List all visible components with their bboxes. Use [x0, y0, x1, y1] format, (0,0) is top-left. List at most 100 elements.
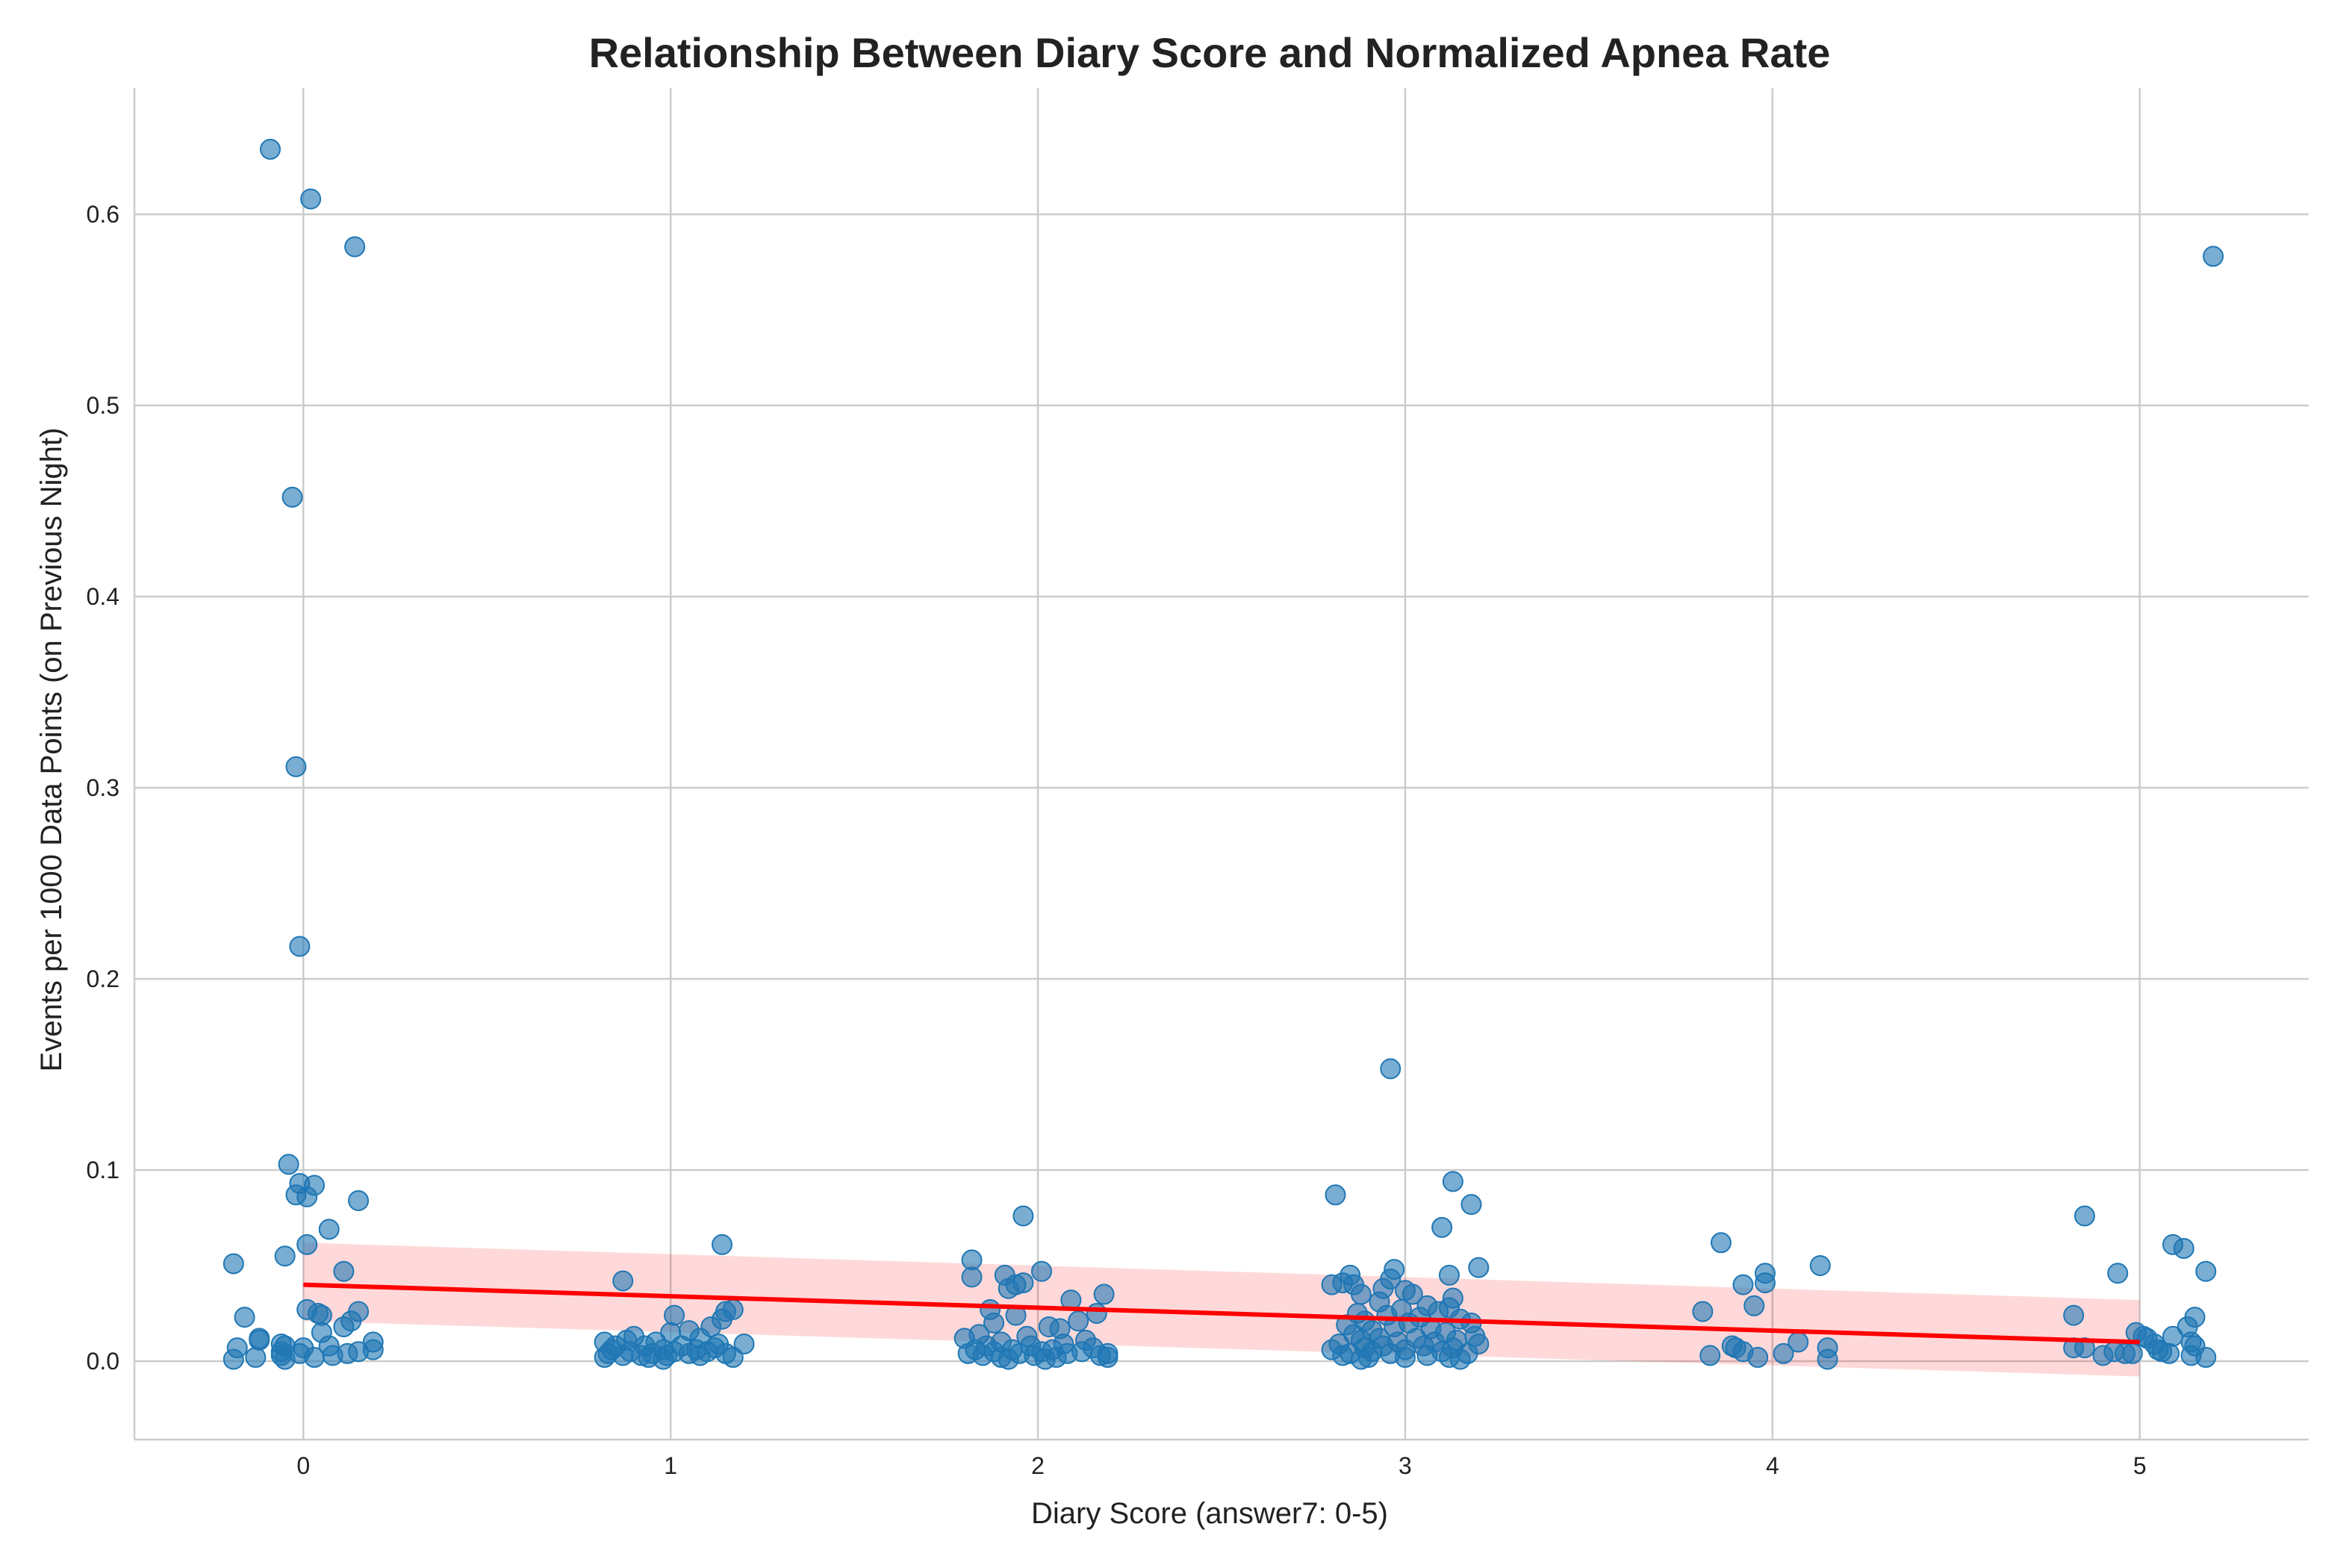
- data-points: [223, 138, 2224, 1370]
- data-point: [612, 1270, 634, 1292]
- data-point: [983, 1312, 1005, 1334]
- data-point: [2159, 1343, 2180, 1364]
- confidence-band: [303, 1242, 2140, 1377]
- data-point: [2195, 1346, 2217, 1368]
- data-point: [1468, 1257, 1490, 1278]
- data-point: [2063, 1304, 2085, 1326]
- x-tick-label: 4: [1766, 1452, 1779, 1479]
- data-point: [1732, 1274, 1754, 1295]
- y-tick-label: 0.4: [87, 583, 119, 610]
- data-point: [1401, 1284, 1423, 1305]
- data-point: [1755, 1272, 1776, 1294]
- data-point: [1817, 1348, 1838, 1370]
- chart-title: Relationship Between Diary Score and Nor…: [589, 29, 1831, 76]
- data-point: [1710, 1232, 1732, 1254]
- grid: [134, 88, 2309, 1440]
- data-point: [223, 1253, 244, 1275]
- x-tick-label: 5: [2133, 1452, 2147, 1479]
- data-point: [348, 1189, 370, 1211]
- data-point: [234, 1307, 255, 1328]
- data-point: [333, 1260, 355, 1282]
- regression-layer: [303, 1282, 2140, 1345]
- data-point: [1416, 1345, 1438, 1366]
- data-point: [278, 1154, 299, 1175]
- data-point: [1093, 1284, 1115, 1305]
- data-point: [689, 1345, 711, 1366]
- data-point: [733, 1333, 755, 1354]
- data-point: [653, 1348, 674, 1370]
- data-point: [344, 236, 366, 258]
- data-point: [1097, 1346, 1119, 1368]
- data-point: [972, 1345, 994, 1366]
- data-point: [594, 1346, 615, 1368]
- data-point: [1431, 1216, 1453, 1238]
- data-point: [1350, 1284, 1372, 1305]
- data-point: [289, 936, 311, 957]
- x-tick-label: 0: [296, 1452, 310, 1479]
- data-point: [304, 1346, 326, 1368]
- data-point: [1086, 1303, 1107, 1325]
- y-axis-label: Events per 1000 Data Points (on Previous…: [35, 428, 68, 1072]
- y-tick-label: 0.2: [87, 965, 119, 992]
- data-point: [1743, 1295, 1765, 1316]
- data-point: [612, 1345, 634, 1366]
- data-point: [2107, 1263, 2129, 1284]
- data-point: [1332, 1345, 1354, 1366]
- data-point: [1068, 1310, 1089, 1332]
- data-point: [260, 138, 281, 160]
- data-point: [2092, 1345, 2114, 1366]
- data-point: [296, 1233, 318, 1255]
- data-point: [274, 1245, 296, 1267]
- data-point: [1030, 1260, 1052, 1282]
- y-tick-label: 0.1: [87, 1157, 119, 1183]
- data-point: [1692, 1301, 1714, 1322]
- data-point: [1012, 1205, 1034, 1227]
- y-tick-label: 0.6: [87, 201, 119, 228]
- data-point: [1394, 1346, 1416, 1368]
- data-point: [245, 1346, 267, 1368]
- data-point: [998, 1348, 1019, 1370]
- data-point: [1773, 1343, 1794, 1364]
- confidence-band-layer: [303, 1242, 2140, 1377]
- data-point: [998, 1278, 1019, 1299]
- data-point: [296, 1186, 318, 1207]
- data-point: [722, 1346, 744, 1368]
- data-point: [274, 1348, 296, 1370]
- data-point: [249, 1329, 270, 1351]
- data-point: [300, 188, 322, 210]
- data-point: [2073, 1337, 2095, 1359]
- axes-spines: [133, 88, 2309, 1441]
- data-point: [2173, 1237, 2194, 1259]
- x-tick-label: 2: [1031, 1452, 1045, 1479]
- data-point: [223, 1348, 244, 1370]
- data-point: [1380, 1058, 1401, 1080]
- data-point: [664, 1304, 685, 1326]
- data-point: [1747, 1346, 1769, 1368]
- data-point: [1438, 1264, 1460, 1286]
- data-point: [2121, 1343, 2143, 1364]
- data-point: [1321, 1274, 1343, 1295]
- data-point: [1350, 1348, 1372, 1370]
- data-point: [1442, 1171, 1463, 1192]
- data-point: [318, 1219, 340, 1240]
- data-point: [1325, 1184, 1346, 1206]
- data-point: [333, 1316, 355, 1337]
- data-point: [1449, 1348, 1471, 1370]
- y-tick-label: 0.3: [87, 774, 119, 801]
- data-point: [1809, 1255, 1831, 1277]
- x-axis-label: Diary Score (answer7: 0-5): [1031, 1497, 1388, 1530]
- data-point: [285, 756, 307, 777]
- y-tick-label: 0.0: [87, 1348, 119, 1375]
- data-point: [2073, 1205, 2095, 1227]
- x-tick-label: 3: [1399, 1452, 1412, 1479]
- data-point: [1699, 1345, 1721, 1366]
- x-tick-label: 1: [664, 1452, 677, 1479]
- data-point: [322, 1345, 343, 1366]
- data-point: [2195, 1260, 2217, 1282]
- y-tick-label: 0.5: [87, 392, 119, 419]
- data-point: [712, 1233, 733, 1255]
- regression-line: [303, 1282, 2140, 1345]
- data-point: [2203, 246, 2224, 267]
